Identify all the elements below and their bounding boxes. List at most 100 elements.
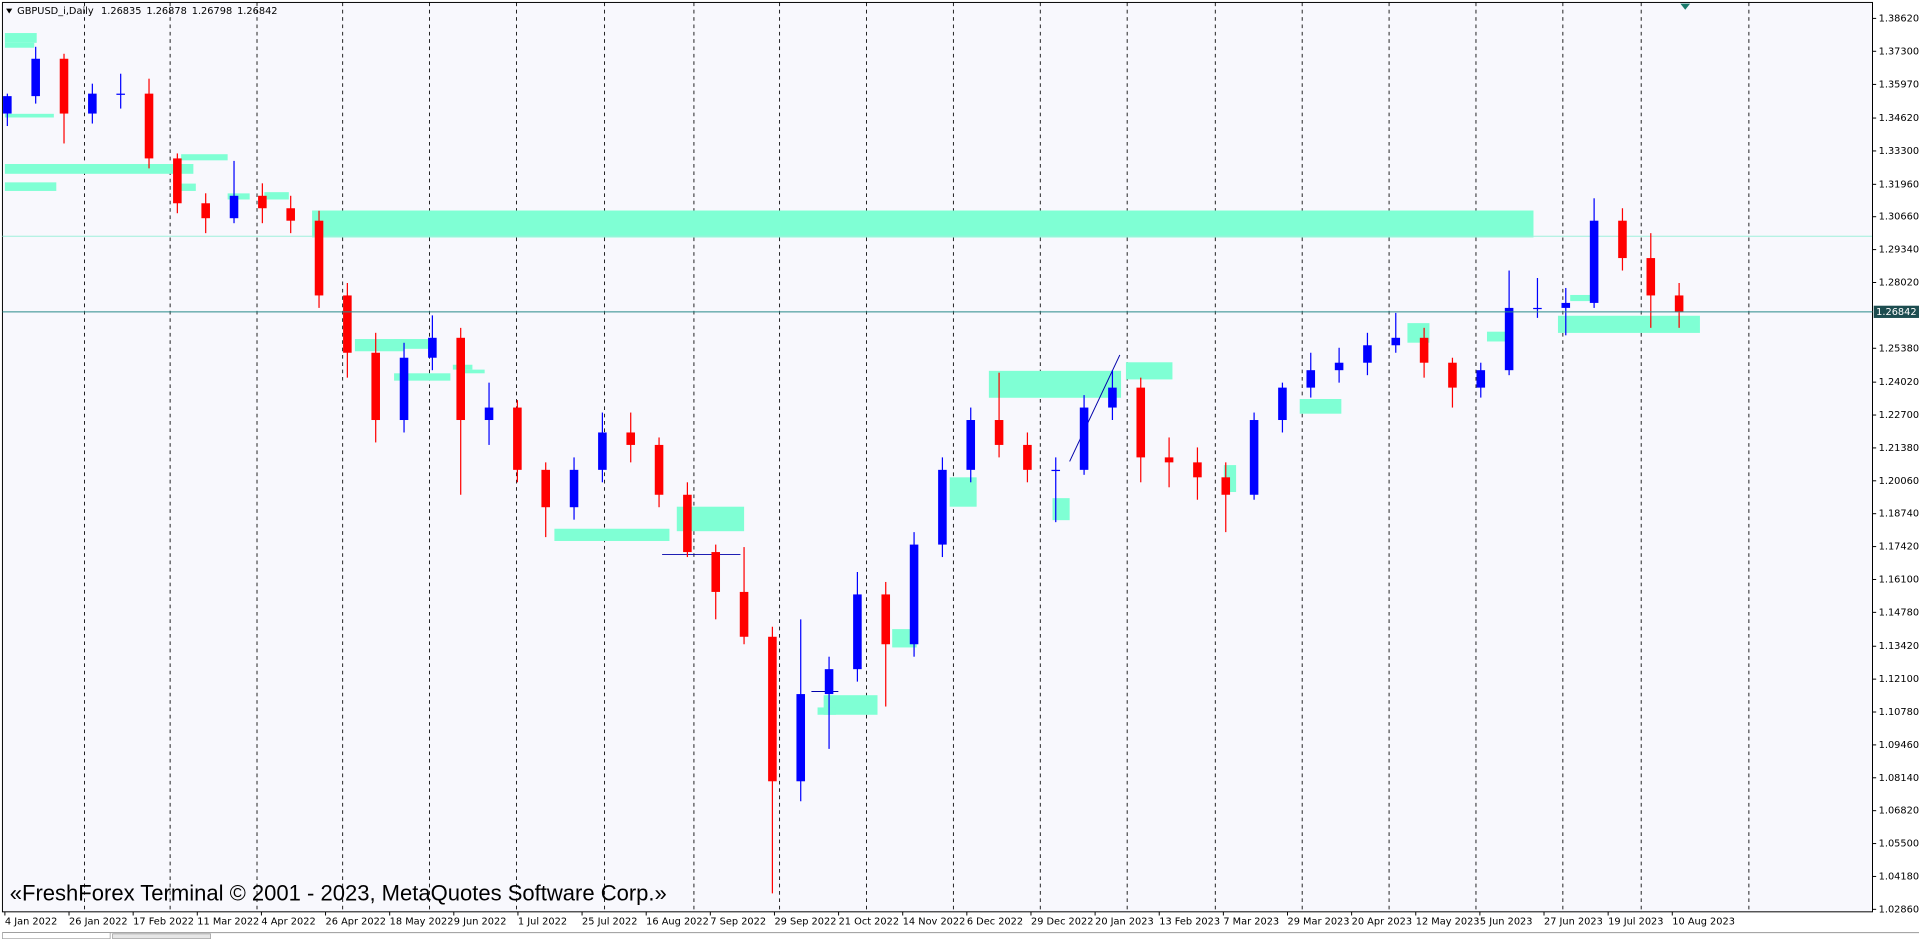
candle-body: [1164, 457, 1174, 463]
candle-body: [229, 195, 239, 219]
chart-tab[interactable]: [2, 932, 111, 939]
candle-body: [1363, 345, 1372, 363]
x-tick-label: 25 Jul 2022: [582, 917, 637, 928]
y-tick-label: 1.06820: [1879, 806, 1919, 817]
y-tick-label: 1.08140: [1879, 773, 1919, 784]
header-arrow: [6, 8, 13, 14]
y-tick-label: 1.24020: [1879, 377, 1919, 388]
y-tick-label: 1.34620: [1879, 113, 1919, 124]
x-tick-label: 29 Sep 2022: [774, 917, 836, 928]
zone: [394, 339, 429, 349]
zone: [1299, 399, 1342, 414]
candle-body: [399, 357, 409, 421]
y-tick-label: 1.25380: [1879, 343, 1919, 354]
y-tick-label: 1.16100: [1879, 574, 1919, 585]
candle-body: [1674, 295, 1684, 312]
candle-body: [654, 444, 664, 495]
candle-body: [201, 203, 210, 219]
x-tick-label: 4 Apr 2022: [261, 917, 315, 928]
candle-body: [909, 544, 919, 645]
y-tick-label: 1.33300: [1879, 146, 1919, 157]
current-price-box: [1873, 305, 1919, 318]
candle-body: [428, 337, 437, 358]
candle-body: [371, 352, 380, 421]
zone: [312, 210, 1534, 238]
x-tick-label: 29 Dec 2022: [1031, 917, 1093, 928]
x-tick-label: 29 Mar 2023: [1287, 917, 1349, 928]
candle-body: [711, 552, 721, 592]
candle-body: [1476, 370, 1486, 388]
y-tick-label: 1.04180: [1879, 871, 1919, 882]
candle-body: [286, 208, 295, 221]
candle-body: [1136, 387, 1146, 458]
y-tick-label: 1.10780: [1879, 707, 1919, 718]
candle-body: [683, 494, 692, 553]
y-tick-label: 1.20060: [1879, 476, 1919, 487]
candle-body: [484, 407, 494, 421]
trend-line: [1069, 354, 1121, 462]
candle-body: [1023, 444, 1032, 470]
x-tick-label: 4 Jan 2022: [5, 917, 57, 928]
zone: [988, 370, 1122, 398]
x-tick-label: 10 Aug 2023: [1672, 917, 1735, 928]
header-value: 1.26878: [146, 6, 186, 17]
candle-body: [569, 469, 579, 508]
candle-body: [1249, 420, 1259, 495]
y-tick-label: 1.02860: [1879, 904, 1919, 915]
candle-body: [994, 420, 1004, 445]
candle-body: [1306, 370, 1316, 388]
candle-body: [626, 432, 636, 445]
y-tick-label: 1.37300: [1879, 46, 1919, 57]
y-tick-label: 1.28020: [1879, 277, 1919, 288]
zone: [462, 369, 485, 374]
x-tick-label: 7 Mar 2023: [1223, 917, 1279, 928]
zone: [1570, 294, 1593, 302]
zone: [227, 193, 250, 200]
candle-body: [456, 337, 465, 421]
candle-body: [881, 594, 891, 645]
candle-body: [1391, 337, 1401, 346]
candle-body: [1051, 469, 1061, 472]
zone: [1557, 315, 1700, 333]
candle-body: [1618, 220, 1627, 259]
zone: [1125, 362, 1173, 380]
candle-body: [31, 58, 40, 97]
current-price-label: 1.26842: [1876, 307, 1916, 318]
x-tick-label: 27 Jun 2023: [1544, 917, 1603, 928]
y-tick-label: 1.12100: [1879, 674, 1919, 685]
zone: [4, 164, 194, 174]
x-tick-label: 5 Jun 2023: [1480, 917, 1533, 928]
zone: [554, 528, 670, 541]
y-tick-label: 1.38620: [1879, 13, 1919, 24]
candle-body: [1193, 462, 1202, 478]
y-tick-label: 1.35970: [1879, 79, 1919, 90]
candle-body: [144, 93, 154, 159]
zone: [4, 113, 54, 118]
candle-body: [739, 591, 749, 637]
candle-body: [59, 58, 69, 114]
candle-body: [3, 96, 12, 114]
chart-tab[interactable]: [112, 933, 211, 939]
candle-body: [116, 93, 125, 95]
x-tick-label: 21 Oct 2022: [839, 917, 899, 928]
shift-marker: [1680, 3, 1691, 10]
zone: [1052, 498, 1070, 521]
zone: [181, 154, 228, 161]
candle-body: [1448, 362, 1457, 388]
candle-body: [258, 195, 267, 209]
x-tick-label: 18 May 2022: [390, 917, 454, 928]
candle-body: [853, 594, 862, 670]
candle-body: [1108, 387, 1117, 408]
x-tick-label: 16 Aug 2022: [646, 917, 709, 928]
zone: [4, 182, 57, 191]
header-value: 1.26798: [192, 6, 232, 17]
candle-body: [768, 636, 777, 782]
candle-body: [541, 469, 550, 508]
y-tick-label: 1.05500: [1879, 839, 1919, 850]
x-tick-label: 12 May 2023: [1416, 917, 1480, 928]
zone: [394, 373, 451, 381]
zone: [4, 33, 37, 43]
candle-body: [343, 295, 352, 353]
x-tick-label: 9 Jun 2022: [454, 917, 507, 928]
